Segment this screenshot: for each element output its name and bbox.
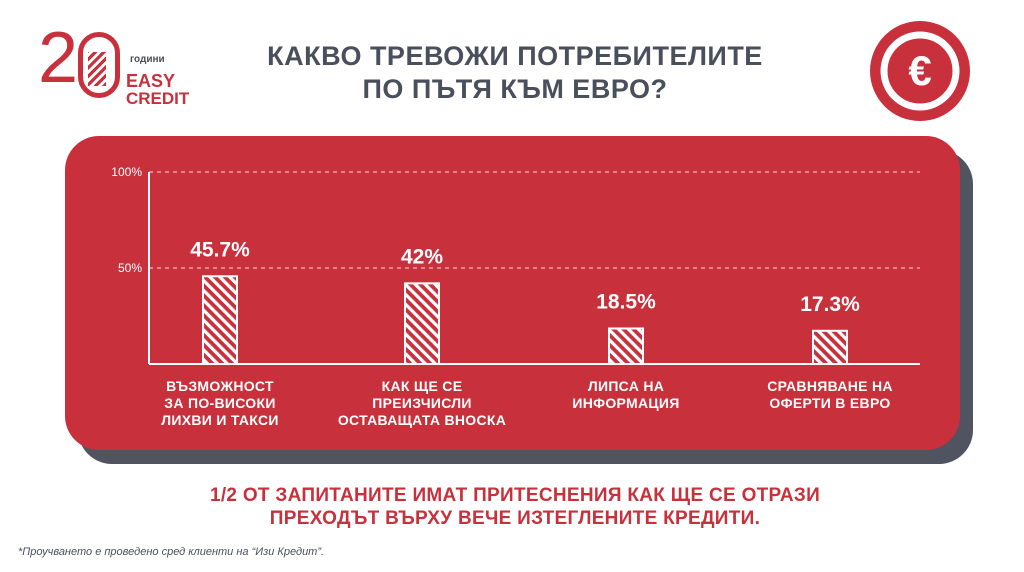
category-label-3: ЛИПСА НА ИНФОРМАЦИЯ: [526, 378, 726, 412]
bar-2: [404, 282, 440, 365]
page-title: КАКВО ТРЕВОЖИ ПОТРЕБИТЕЛИТЕ ПО ПЪТЯ КЪМ …: [250, 40, 780, 106]
category-label-4: СРАВНЯВАНЕ НА ОФЕРТИ В ЕВРО: [730, 378, 930, 412]
bar-3: [608, 327, 644, 366]
category-label-line: ОСТАВАЩАТА ВНОСКА: [337, 412, 507, 428]
footer-line-1: 1/2 ОТ ЗАПИТАНИТЕ ИМАТ ПРИТЕСНЕНИЯ КАК Щ…: [209, 485, 821, 506]
data-label-1: 45.7%: [190, 238, 250, 261]
y-tick-label-100: 100%: [111, 165, 142, 179]
footer-line-2: ПРЕХОДЪТ ВЪРХУ ВЕЧЕ ИЗТЕГЛЕНИТЕ КРЕДИТИ.: [269, 508, 761, 529]
easy-credit-logo: 2 години EASY CREDIT: [38, 22, 198, 114]
category-label-line: СРАВНЯВАНЕ НА: [767, 378, 893, 394]
bar-1: [202, 275, 238, 366]
logo-zero-shape: [78, 32, 120, 98]
euro-symbol: €: [908, 47, 931, 94]
category-label-1: ВЪЗМОЖНОСТ ЗА ПО-ВИСОКИ ЛИХВИ И ТАКСИ: [120, 378, 320, 429]
category-label-line: ИНФОРМАЦИЯ: [572, 395, 680, 411]
category-label-line: ЛИПСА НА: [587, 378, 665, 394]
category-label-line: ВЪЗМОЖНОСТ: [166, 378, 274, 394]
logo-brand-line2: CREDIT: [126, 89, 190, 108]
category-label-line: ПРЕИЗЧИСЛИ: [372, 395, 472, 411]
category-label-2: КАК ЩЕ СЕ ПРЕИЗЧИСЛИ ОСТАВАЩАТА ВНОСКА: [322, 378, 522, 429]
data-label-4: 17.3%: [800, 293, 860, 316]
title-line-1: КАКВО ТРЕВОЖИ ПОТРЕБИТЕЛИТЕ: [267, 41, 763, 71]
logo-stripes: [88, 52, 106, 86]
logo-brand-line1: EASY: [126, 71, 176, 91]
category-label-line: ОФЕРТИ В ЕВРО: [769, 395, 891, 411]
title-line-2: ПО ПЪТЯ КЪМ ЕВРО?: [362, 74, 668, 104]
survey-footnote: *Проучването е проведено сред клиенти на…: [18, 546, 325, 558]
bar-4: [812, 329, 848, 365]
y-tick-label-50: 50%: [118, 261, 142, 275]
summary-footer: 1/2 ОТ ЗАПИТАНИТЕ ИМАТ ПРИТЕСНЕНИЯ КАК Щ…: [120, 484, 910, 530]
data-label-3: 18.5%: [596, 290, 656, 313]
euro-icon: €: [870, 21, 970, 121]
category-label-line: ЛИХВИ И ТАКСИ: [161, 412, 279, 428]
category-label-line: КАК ЩЕ СЕ: [381, 378, 463, 394]
category-label-line: ЗА ПО-ВИСОКИ: [164, 395, 276, 411]
logo-number: 2: [38, 18, 78, 98]
logo-years-label: години: [130, 54, 165, 65]
data-label-2: 42%: [401, 245, 443, 268]
